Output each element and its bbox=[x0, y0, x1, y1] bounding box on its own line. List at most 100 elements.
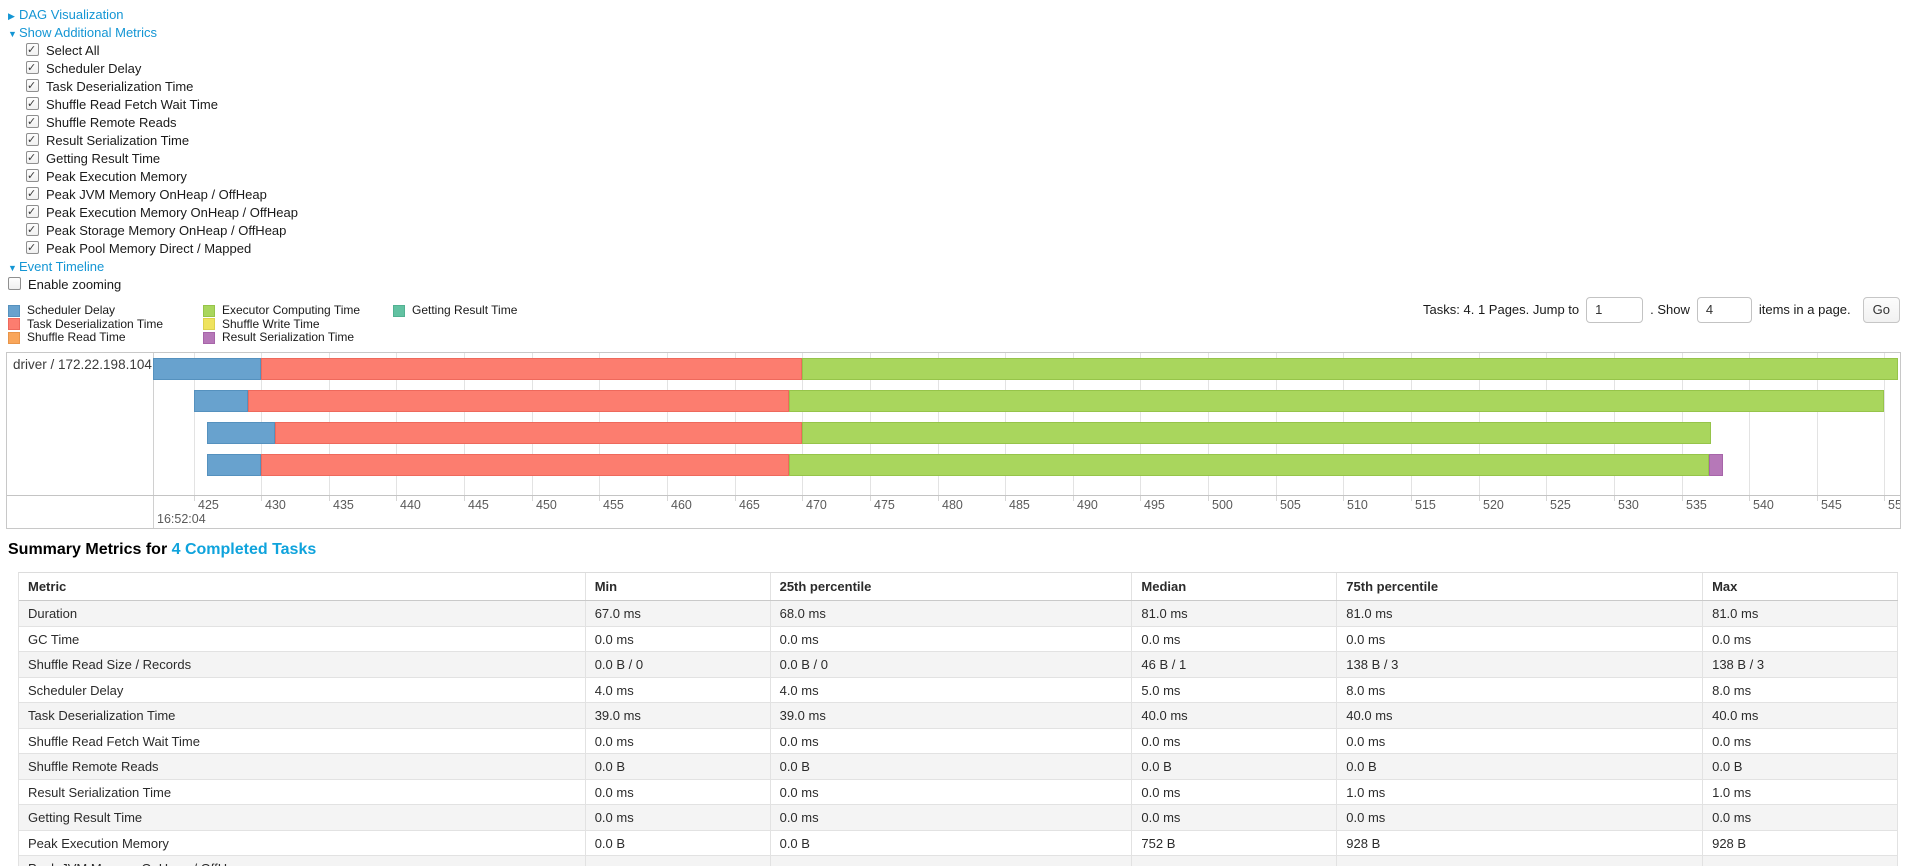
table-row-partial: Peak JVM Memory OnHeap / OffHeap bbox=[19, 856, 1898, 866]
checkbox-label: Result Serialization Time bbox=[46, 133, 190, 148]
go-button[interactable]: Go bbox=[1862, 296, 1900, 323]
checkbox-checked-icon bbox=[26, 239, 39, 257]
axis-tick bbox=[1749, 495, 1750, 501]
metric-value-cell: 0.0 ms bbox=[1132, 779, 1338, 804]
metric-checkbox-list: Select All Scheduler Delay Task Deserializ… bbox=[0, 41, 298, 258]
checkbox-label: Task Deserialization Time bbox=[46, 79, 194, 94]
checkbox-select-all[interactable]: Select All bbox=[0, 41, 298, 60]
task-3-segment-executor_computing[interactable] bbox=[802, 422, 1712, 444]
items-per-page-input[interactable] bbox=[1696, 296, 1752, 323]
checkbox-checked-icon bbox=[26, 221, 39, 239]
checkbox-result-serialization-time[interactable]: Result Serialization Time bbox=[0, 131, 298, 150]
metric-value-cell: 0.0 ms bbox=[586, 626, 771, 651]
show-additional-metrics-toggle[interactable]: ▼ Show Additional Metrics bbox=[0, 24, 298, 42]
checkbox-checked-icon bbox=[26, 131, 39, 149]
legend-swatch-getting_result bbox=[393, 304, 405, 317]
metric-value-cell bbox=[586, 856, 771, 866]
enable-zooming-label: Enable zooming bbox=[28, 277, 122, 292]
axis-gridline bbox=[1817, 353, 1818, 495]
event-timeline-toggle[interactable]: ▼ Event Timeline bbox=[0, 258, 298, 276]
enable-zooming-checkbox[interactable]: Enable zooming bbox=[0, 276, 298, 294]
axis-gridline bbox=[194, 353, 195, 495]
checkbox-label: Peak Storage Memory OnHeap / OffHeap bbox=[46, 223, 287, 238]
metric-value-cell: 46 B / 1 bbox=[1132, 652, 1338, 677]
task-2-segment-executor_computing[interactable] bbox=[788, 390, 1885, 412]
column-header-metric: Metric bbox=[19, 573, 586, 600]
task-2-segment-scheduler_delay[interactable] bbox=[193, 390, 248, 412]
legend-swatch-task_deserialization bbox=[8, 318, 20, 331]
metric-value-cell: 81.0 ms bbox=[1703, 601, 1898, 626]
checkbox-checked-icon bbox=[26, 59, 39, 77]
metric-value-cell bbox=[1337, 856, 1704, 866]
checkbox-label: Shuffle Read Fetch Wait Time bbox=[46, 97, 218, 112]
column-header-min: Min bbox=[586, 573, 771, 600]
checkbox-task-deserialization-time[interactable]: Task Deserialization Time bbox=[0, 77, 298, 96]
task-1-segment-scheduler_delay[interactable] bbox=[153, 358, 262, 380]
task-1-segment-task_deserialization[interactable] bbox=[261, 358, 803, 380]
checkbox-shuffle-remote-reads[interactable]: Shuffle Remote Reads bbox=[0, 113, 298, 132]
metric-value-cell: 0.0 ms bbox=[1132, 626, 1338, 651]
task-4-segment-result_serialization[interactable] bbox=[1708, 454, 1724, 476]
completed-tasks-link[interactable]: 4 Completed Tasks bbox=[171, 541, 317, 558]
axis-tick-label: 505 bbox=[1280, 498, 1301, 512]
metric-value-cell: 81.0 ms bbox=[1337, 601, 1704, 626]
column-header-max: Max bbox=[1703, 573, 1898, 600]
metric-value-cell: 0.0 ms bbox=[1132, 805, 1338, 830]
task-4-segment-task_deserialization[interactable] bbox=[261, 454, 789, 476]
checkbox-unchecked-icon bbox=[8, 277, 21, 290]
task-pagination: Tasks: 4. 1 Pages. Jump to . Show items … bbox=[1419, 296, 1900, 323]
checkbox-label: Peak Execution Memory OnHeap / OffHeap bbox=[46, 205, 298, 220]
metric-value-cell: 0.0 ms bbox=[586, 805, 771, 830]
task-1-segment-executor_computing[interactable] bbox=[802, 358, 1898, 380]
jump-to-page-input[interactable] bbox=[1586, 296, 1644, 323]
metric-value-cell: 0.0 B bbox=[771, 754, 1133, 779]
task-3-segment-scheduler_delay[interactable] bbox=[207, 422, 275, 444]
metric-name-cell: Shuffle Read Fetch Wait Time bbox=[19, 728, 586, 753]
axis-tick bbox=[396, 495, 397, 501]
checkbox-peak-jvm-memory-onheap-offheap[interactable]: Peak JVM Memory OnHeap / OffHeap bbox=[0, 185, 298, 204]
checkbox-checked-icon bbox=[26, 41, 39, 59]
checkbox-peak-pool-memory-direct-mapped[interactable]: Peak Pool Memory Direct / Mapped bbox=[0, 239, 298, 258]
triangle-right-icon: ▶ bbox=[8, 11, 15, 21]
metrics-controls: ▶ DAG Visualization ▼ Show Additional Metr… bbox=[0, 6, 298, 294]
axis-tick-label: 490 bbox=[1077, 498, 1098, 512]
metric-value-cell: 0.0 B bbox=[1703, 754, 1898, 779]
checkbox-label: Getting Result Time bbox=[46, 151, 161, 166]
task-4-segment-scheduler_delay[interactable] bbox=[207, 454, 262, 476]
checkbox-peak-execution-memory-onheap-offheap[interactable]: Peak Execution Memory OnHeap / OffHeap bbox=[0, 203, 298, 222]
checkbox-peak-storage-memory-onheap-offheap[interactable]: Peak Storage Memory OnHeap / OffHeap bbox=[0, 221, 298, 240]
metric-value-cell: 0.0 ms bbox=[586, 728, 771, 753]
legend-swatch-executor_computing bbox=[203, 304, 215, 317]
checkbox-shuffle-read-fetch-wait-time[interactable]: Shuffle Read Fetch Wait Time bbox=[0, 95, 298, 114]
axis-tick-label: 495 bbox=[1144, 498, 1165, 512]
task-3-segment-task_deserialization[interactable] bbox=[274, 422, 803, 444]
axis-tick-label: 450 bbox=[536, 498, 557, 512]
legend-item-executor-computing-time: Executor Computing Time bbox=[203, 304, 360, 318]
checkbox-checked-icon bbox=[26, 95, 39, 113]
axis-tick bbox=[1614, 495, 1615, 501]
dag-visualization-toggle[interactable]: ▶ DAG Visualization bbox=[0, 6, 298, 24]
column-header-median: Median bbox=[1132, 573, 1338, 600]
column-header-75th-percentile: 75th percentile bbox=[1337, 573, 1704, 600]
task-2-segment-task_deserialization[interactable] bbox=[247, 390, 789, 412]
metric-value-cell: 67.0 ms bbox=[586, 601, 771, 626]
legend-label: Getting Result Time bbox=[412, 303, 518, 318]
metric-value-cell: 0.0 B / 0 bbox=[586, 652, 771, 677]
items-in-page-text: items in a page. bbox=[1758, 302, 1851, 317]
checkbox-checked-icon bbox=[26, 203, 39, 221]
axis-tick-label: 425 bbox=[198, 498, 219, 512]
triangle-down-icon: ▼ bbox=[8, 29, 17, 39]
table-row-gc-time: GC Time 0.0 ms 0.0 ms 0.0 ms 0.0 ms 0.0 ms bbox=[19, 626, 1898, 652]
metric-value-cell: 0.0 B bbox=[586, 754, 771, 779]
metric-value-cell: 4.0 ms bbox=[586, 677, 771, 702]
event-timeline-chart: driver / 172.22.198.104 425 430 435 440 445 4… bbox=[6, 352, 1901, 529]
axis-tick bbox=[1411, 495, 1412, 501]
task-4-segment-executor_computing[interactable] bbox=[788, 454, 1709, 476]
axis-tick-label: 550 bbox=[1888, 498, 1900, 512]
checkbox-getting-result-time[interactable]: Getting Result Time bbox=[0, 149, 298, 168]
table-row-task-deserialization-time: Task Deserialization Time 39.0 ms 39.0 ms 4… bbox=[19, 703, 1898, 729]
table-header-row: Metric Min 25th percentile Median 75th perce… bbox=[19, 573, 1898, 601]
checkbox-scheduler-delay[interactable]: Scheduler Delay bbox=[0, 59, 298, 78]
column-header-25th-percentile: 25th percentile bbox=[771, 573, 1133, 600]
checkbox-peak-execution-memory[interactable]: Peak Execution Memory bbox=[0, 167, 298, 186]
